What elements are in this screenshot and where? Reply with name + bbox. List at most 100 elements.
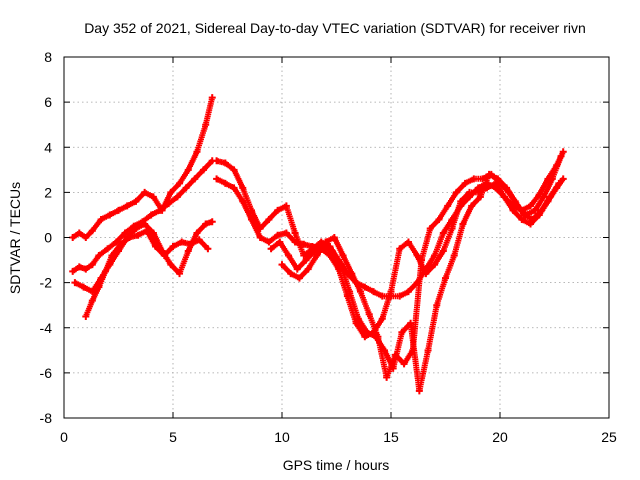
data-point xyxy=(88,297,96,305)
data-point xyxy=(531,206,539,214)
data-point xyxy=(291,238,299,246)
y-tick-label: 4 xyxy=(44,139,52,155)
data-point xyxy=(104,245,112,253)
data-point xyxy=(123,202,131,210)
data-point xyxy=(337,261,345,269)
data-point xyxy=(418,256,426,264)
data-point xyxy=(176,270,184,278)
data-point xyxy=(465,188,473,196)
data-point xyxy=(433,301,441,309)
data-point xyxy=(348,270,356,278)
data-point xyxy=(300,252,308,260)
data-point xyxy=(132,197,140,205)
x-tick-label: 0 xyxy=(60,429,68,445)
data-point xyxy=(134,231,142,239)
data-point xyxy=(415,387,423,395)
data-point xyxy=(75,229,83,237)
data-point xyxy=(361,333,369,341)
data-point xyxy=(457,197,465,205)
series-track-2 xyxy=(69,94,216,241)
data-point xyxy=(557,152,565,160)
x-tick-label: 15 xyxy=(383,429,399,445)
data-point xyxy=(274,206,282,214)
data-point xyxy=(178,238,186,246)
data-point xyxy=(88,261,96,269)
data-point xyxy=(208,218,216,226)
data-point xyxy=(444,202,452,210)
data-point xyxy=(522,211,530,219)
data-point xyxy=(158,206,166,214)
data-point xyxy=(230,166,238,174)
data-point xyxy=(352,319,360,327)
data-point xyxy=(448,224,456,232)
data-point xyxy=(468,202,476,210)
data-point xyxy=(184,247,192,255)
data-point xyxy=(559,148,567,156)
data-point xyxy=(230,184,238,192)
data-point xyxy=(115,206,122,214)
data-point xyxy=(121,229,129,237)
y-tick-label: -8 xyxy=(40,410,53,426)
data-point xyxy=(186,240,194,248)
data-point xyxy=(407,319,415,327)
data-point xyxy=(459,220,467,228)
data-point xyxy=(256,234,264,241)
data-point xyxy=(112,238,120,246)
data-point xyxy=(71,279,79,287)
series-track-8 xyxy=(278,152,565,381)
data-point xyxy=(496,179,504,187)
data-point xyxy=(396,245,404,253)
y-tick-label: 2 xyxy=(44,184,52,200)
data-point xyxy=(431,261,439,269)
data-point xyxy=(247,215,255,223)
y-tick-label: -2 xyxy=(40,275,53,291)
data-point xyxy=(141,188,149,196)
data-point xyxy=(239,184,247,192)
data-point xyxy=(404,288,412,296)
data-point xyxy=(442,274,449,282)
data-point xyxy=(431,252,439,260)
data-point xyxy=(265,238,273,246)
data-point xyxy=(213,157,221,165)
data-point xyxy=(82,265,90,273)
series-track-4 xyxy=(82,227,212,320)
data-point xyxy=(435,215,443,223)
data-point xyxy=(69,267,77,275)
data-point xyxy=(167,261,175,269)
data-point xyxy=(125,234,133,241)
data-point xyxy=(95,252,103,260)
data-point xyxy=(149,193,157,201)
data-point xyxy=(173,193,181,201)
data-point xyxy=(361,283,369,291)
data-point xyxy=(167,188,175,196)
data-point xyxy=(346,288,354,296)
data-point xyxy=(141,220,149,228)
data-point xyxy=(555,179,563,187)
data-point xyxy=(529,215,537,223)
data-point xyxy=(470,175,478,183)
data-point xyxy=(391,351,399,359)
series-track-5 xyxy=(213,148,567,300)
data-point xyxy=(546,193,554,201)
data-point xyxy=(370,288,378,296)
data-point xyxy=(413,252,421,260)
data-point xyxy=(313,252,321,260)
data-markers xyxy=(213,148,567,300)
data-markers xyxy=(82,227,211,320)
data-point xyxy=(213,175,221,183)
data-point xyxy=(82,234,90,241)
data-point xyxy=(88,227,96,235)
data-point xyxy=(513,202,521,210)
data-point xyxy=(80,283,88,291)
data-markers xyxy=(69,157,216,275)
data-point xyxy=(374,333,382,341)
data-point xyxy=(82,312,90,320)
data-point xyxy=(132,224,140,232)
data-point xyxy=(221,159,229,167)
data-point xyxy=(559,175,567,183)
data-point xyxy=(267,245,275,253)
data-point xyxy=(200,166,208,174)
data-point xyxy=(378,315,386,323)
data-point xyxy=(143,227,151,235)
data-point xyxy=(106,211,114,219)
